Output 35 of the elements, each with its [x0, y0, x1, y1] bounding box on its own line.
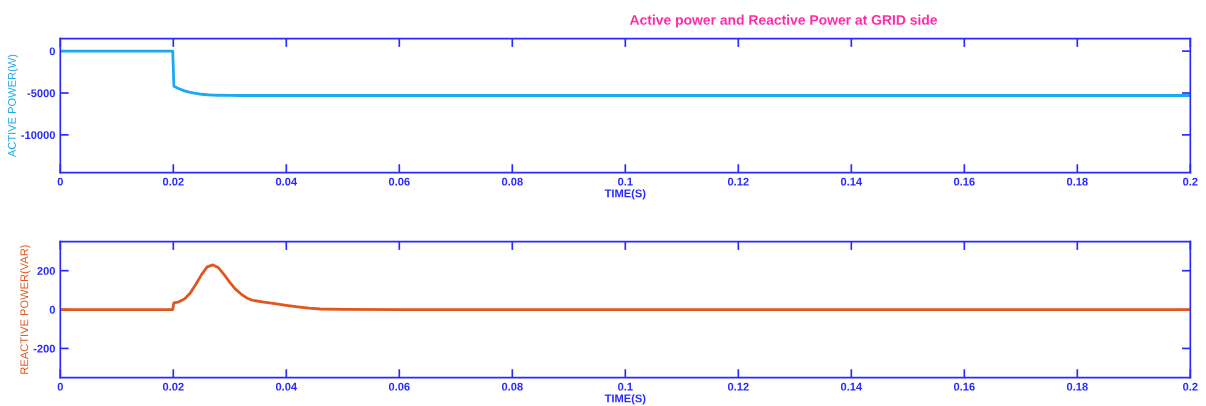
x-tick-label: 0.16: [953, 382, 975, 391]
x-tick-label: 0.06: [388, 177, 410, 186]
x-tick-label: 0: [57, 177, 63, 186]
chart-title: Active power and Reactive Power at GRID side: [629, 14, 938, 28]
x-tick-label: 0.18: [1066, 382, 1088, 391]
y-axis-title: REACTIVE POWER(VAR): [20, 245, 31, 374]
x-tick-label: 0.1: [618, 382, 633, 391]
x-tick-label: 0: [57, 382, 63, 391]
line-series: [60, 263, 1191, 311]
x-axis-title: TIME(S): [604, 189, 646, 200]
x-tick-label: 0.08: [501, 177, 523, 186]
x-tick-label: 0.04: [275, 177, 298, 186]
y-tick-label: -5000: [27, 89, 55, 98]
y-tick-label: 0: [49, 305, 55, 314]
y-tick-label: -10000: [21, 131, 55, 139]
x-tick-label: 0.02: [162, 382, 184, 391]
x-tick-label: 0.2: [1183, 382, 1198, 391]
x-tick-label: 0.06: [388, 382, 410, 391]
x-tick-label: 0.1: [618, 177, 633, 186]
x-axis-title: TIME(S): [604, 394, 646, 405]
y-tick-label: -200: [33, 344, 55, 353]
y-tick-label: 0: [49, 47, 55, 56]
x-tick-label: 0.12: [727, 382, 749, 391]
x-tick-label: 0.02: [162, 177, 184, 186]
y-tick-label: 200: [37, 266, 55, 275]
x-tick-label: 0.14: [840, 177, 863, 186]
x-tick-label: 0.18: [1066, 177, 1088, 186]
x-tick-label: 0.12: [727, 177, 749, 186]
x-tick-label: 0.14: [840, 382, 863, 391]
x-tick-label: 0.16: [953, 177, 975, 186]
x-tick-label: 0.08: [501, 382, 523, 391]
line-series: [60, 49, 1191, 97]
x-tick-label: 0.04: [275, 382, 298, 391]
y-axis-title: ACTIVE POWER(W): [7, 54, 19, 158]
x-tick-label: 0.2: [1183, 177, 1198, 186]
